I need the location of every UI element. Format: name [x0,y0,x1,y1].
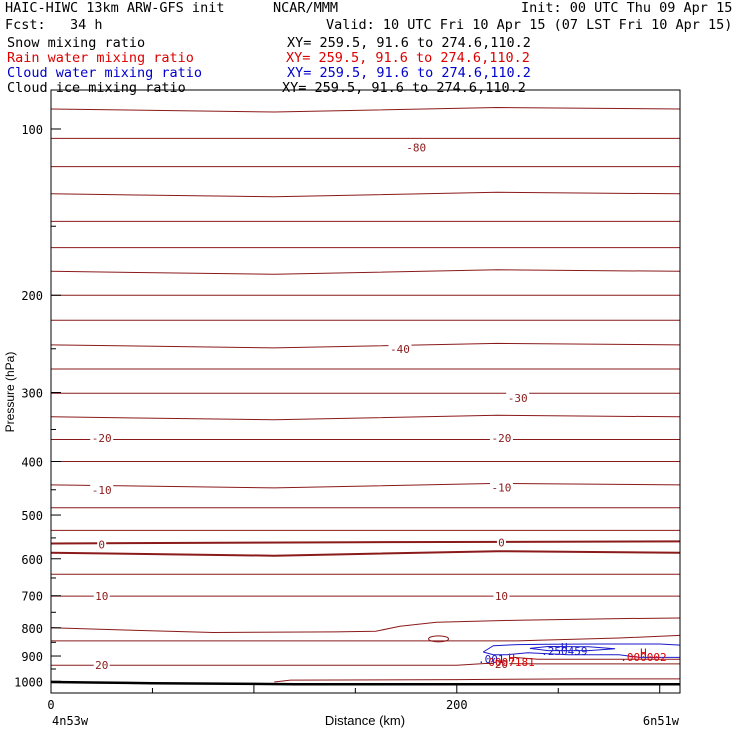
extremum-label: .250459 [541,645,587,658]
y-tick-label: 100 [21,123,43,137]
temperature-label: 10 [495,590,508,603]
y-tick-label: 900 [21,650,43,664]
temperature-label-bg [93,659,110,672]
field-xy-cloud-water: XY= 259.5, 91.6 to 274.6,110.2 [287,65,531,81]
temperature-label-bg [493,590,510,603]
temperature-label-bg [97,538,107,551]
rain-contour [513,656,680,660]
temperature-label: -30 [508,392,528,405]
plot-frame [50,89,681,694]
temperature-label-bg [489,432,513,445]
isotherm-closed [428,635,450,643]
y-tick-label: 800 [21,622,43,636]
x-tick-label: 0 [47,698,54,712]
x-right-end-label: 6n51w [643,714,680,728]
isotherm [50,269,681,275]
temperature-label: -20 [492,432,512,445]
temperature-label: 0 [498,537,505,550]
x-axis-label: Distance (km) [325,713,405,728]
temperature-label-bg [93,590,110,603]
temperature-label: -10 [92,484,112,497]
y-tick-label: 400 [21,456,43,470]
temperature-label-bg [404,141,428,154]
cloud-water-inner [529,645,616,652]
temperature-label-bg [506,392,530,405]
extremum-label: .000002 [620,651,666,664]
temperature-label: 10 [95,590,108,603]
extremum-label: H [508,652,515,665]
temperature-contours [50,106,681,683]
field-name-cloud-ice: Cloud ice mixing ratio [7,80,186,96]
terrain-line [50,680,680,686]
field-name-rain: Rain water mixing ratio [7,50,194,66]
extremum-label: H [640,647,647,660]
chart-center: NCAR/MMM [273,0,339,16]
temperature-label: 20 [495,658,508,671]
y-tick-label: 700 [21,590,43,604]
temperature-label-bg [90,432,114,445]
terrain-line [50,680,680,686]
temperature-label-bg [493,657,510,670]
y-tick-label: 1000 [14,675,43,689]
temperature-label: 20 [95,659,108,672]
field-name-snow: Snow mixing ratio [7,35,146,51]
distance-axis: 0 200 [47,683,661,712]
temperature-label: -20 [92,432,112,445]
field-xy-rain: XY= 259.5, 91.6 to 274.6,110.2 [286,50,530,66]
forecast-hour: Fcst: 34 h [5,17,103,33]
temperature-label: -40 [390,343,410,356]
isotherm [50,414,681,421]
isotherm [50,482,681,489]
temperature-label: -10 [492,482,512,495]
temperature-label: 0 [98,538,105,551]
pressure-axis: 100 200 300 400 500 600 700 800 900 1000 [14,123,61,694]
x-tick-label: 200 [446,698,468,712]
init-time: Init: 00 UTC Thu 09 Apr 15 [521,0,733,16]
extremum-label: H [561,641,568,654]
y-tick-label: 600 [21,553,43,567]
field-xy-snow: XY= 259.5, 91.6 to 274.6,110.2 [287,35,531,51]
temperature-label-bg [388,342,412,355]
y-tick-label: 300 [21,387,43,401]
temperature-label-bg [90,483,114,496]
isotherm-low [50,617,681,634]
isotherm [50,342,681,349]
isotherm-low [51,634,681,642]
temperature-label-bg [496,536,506,549]
field-name-cloud-water: Cloud water mixing ratio [7,65,203,81]
x-left-end-label: 4n53w [52,714,89,728]
isotherm [50,191,681,198]
isotherm-low [51,662,680,666]
y-tick-label: 200 [21,289,43,303]
valid-time: Valid: 10 UTC Fri 10 Apr 15 (07 LST Fri … [326,17,733,33]
isotherm [50,550,681,557]
extremum-label: 0007181 [488,656,534,669]
temperature-label-bg [489,481,513,494]
extremum-label: .001 [478,653,505,666]
field-xy-cloud-ice: XY= 259.5, 91.6 to 274.6,110.2 [282,80,526,96]
y-axis-label: Pressure (hPa) [3,352,17,433]
isotherm-zero [50,540,681,545]
isotherm-low [274,678,680,683]
isotherm [50,106,681,113]
chart-title: HAIC-HIWC 13km ARW-GFS init [5,0,225,16]
temperature-label: -80 [406,141,426,154]
y-tick-label: 500 [21,509,43,523]
